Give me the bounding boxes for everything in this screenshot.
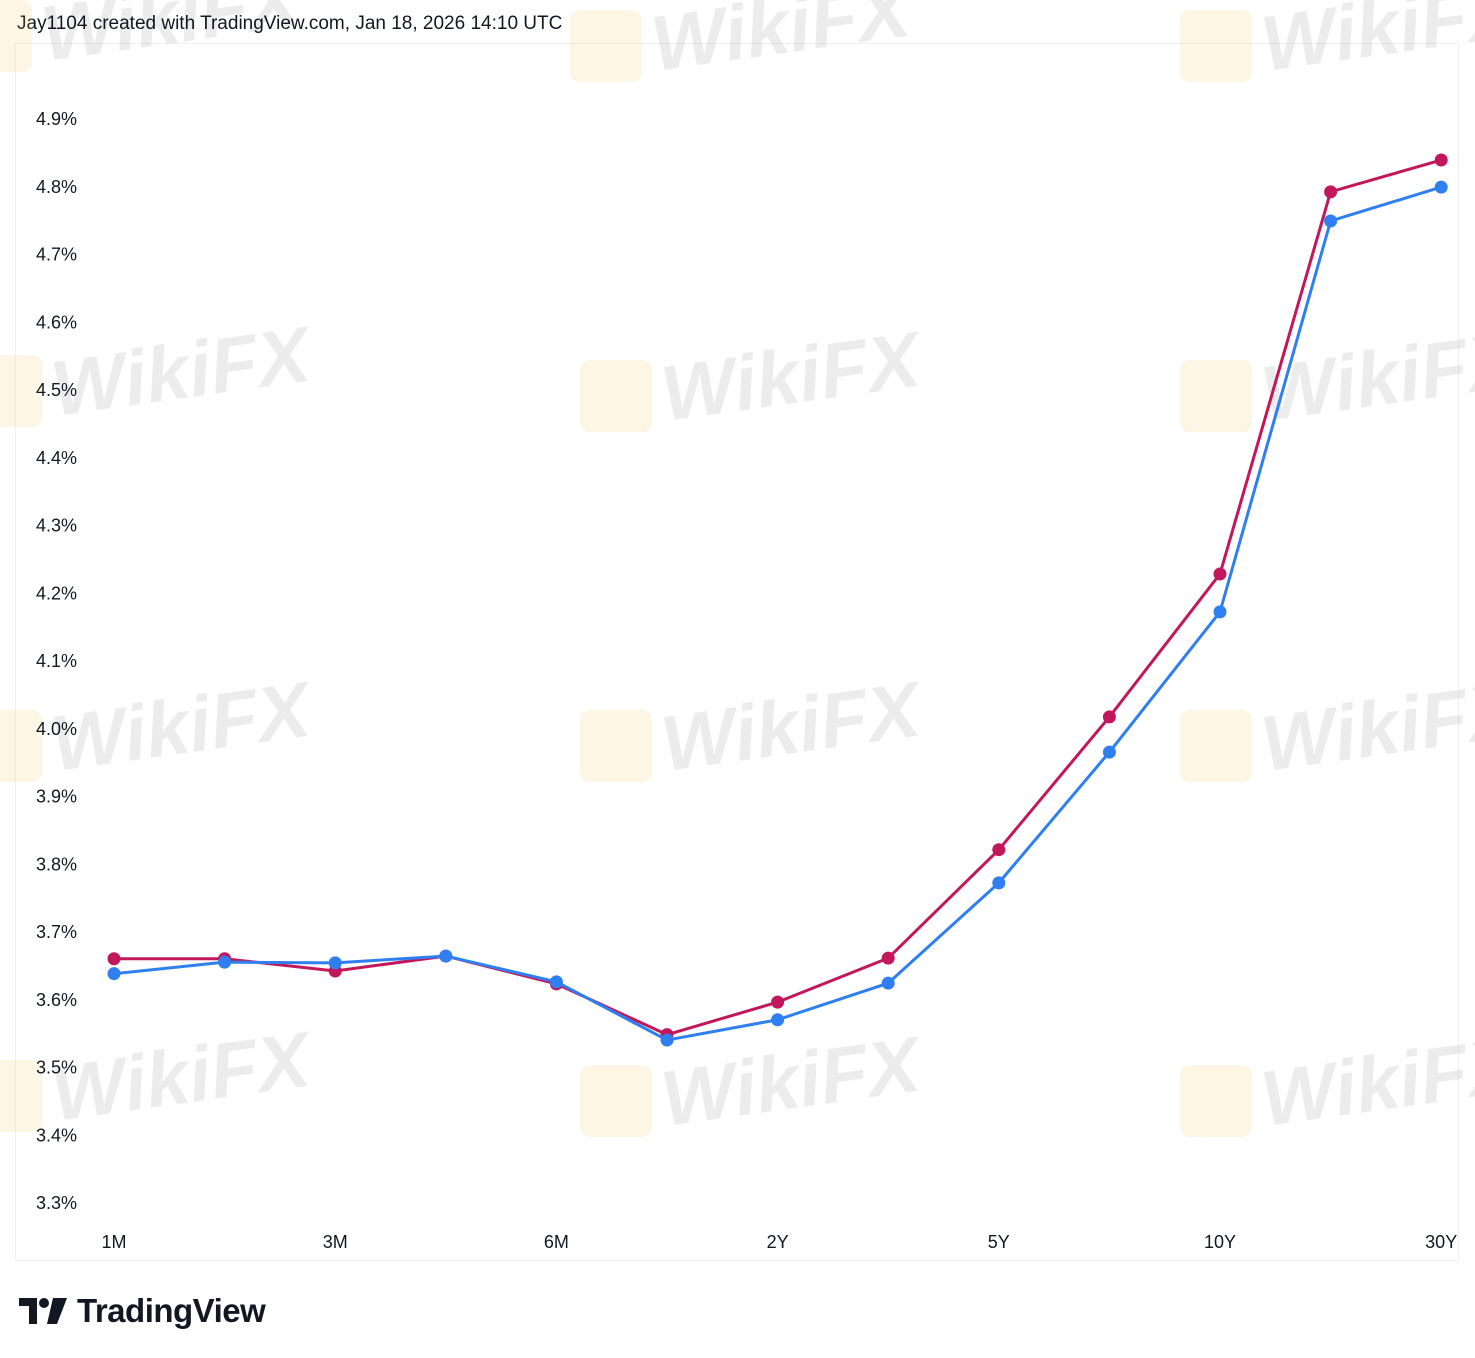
tradingview-logo-icon <box>19 1298 67 1324</box>
watermark-badge <box>1180 10 1252 82</box>
watermark-text: WikiFX <box>1256 664 1475 788</box>
data-point[interactable] <box>1213 605 1227 619</box>
y-tick-label: 4.9% <box>36 109 77 129</box>
x-tick-label: 2Y <box>767 1232 789 1252</box>
y-tick-label: 4.6% <box>36 312 77 332</box>
watermark-text: WikiFX <box>46 309 319 433</box>
data-point[interactable] <box>1324 185 1338 199</box>
data-point[interactable] <box>992 843 1006 857</box>
watermark-badge <box>1180 360 1252 432</box>
data-point[interactable] <box>1434 153 1448 167</box>
data-point[interactable] <box>1434 180 1448 194</box>
y-tick-label: 4.4% <box>36 448 77 468</box>
watermark-text: WikiFX <box>656 664 929 788</box>
data-point[interactable] <box>1102 745 1116 759</box>
watermark-badge <box>580 360 652 432</box>
series-1 <box>107 180 1448 1047</box>
chart-frame <box>15 43 1459 1261</box>
data-point[interactable] <box>992 876 1006 890</box>
y-tick-label: 3.4% <box>36 1125 77 1145</box>
y-tick-label: 3.6% <box>36 990 77 1010</box>
watermark-text: WikiFX <box>656 314 929 438</box>
y-tick-label: 4.1% <box>36 651 77 671</box>
y-tick-label: 4.5% <box>36 380 77 400</box>
watermark-badge <box>1180 710 1252 782</box>
watermark-text: WikiFX <box>46 664 319 788</box>
y-tick-label: 3.5% <box>36 1058 77 1078</box>
y-tick-label: 4.7% <box>36 245 77 265</box>
watermark-text: WikiFX <box>656 1019 929 1143</box>
data-point[interactable] <box>1102 710 1116 724</box>
y-tick-label: 3.7% <box>36 922 77 942</box>
series-line <box>114 158 1442 1037</box>
x-tick-label: 6M <box>544 1232 569 1252</box>
data-point[interactable] <box>328 956 342 970</box>
tradingview-logo[interactable]: TradingView <box>19 1292 266 1330</box>
data-point[interactable] <box>549 975 563 989</box>
y-tick-label: 3.8% <box>36 854 77 874</box>
watermark-text: WikiFX <box>646 0 919 88</box>
data-point[interactable] <box>1324 214 1338 228</box>
data-point[interactable] <box>107 952 121 966</box>
x-tick-label: 10Y <box>1204 1232 1236 1252</box>
x-tick-label: 30Y <box>1425 1232 1457 1252</box>
y-tick-label: 3.9% <box>36 787 77 807</box>
watermark-badge <box>580 1065 652 1137</box>
watermark-text: WikiFX <box>36 0 309 78</box>
watermark-badge <box>580 710 652 782</box>
y-tick-label: 3.3% <box>36 1193 77 1213</box>
chart-credit: Jay1104 created with TradingView.com, Ja… <box>17 13 563 34</box>
watermark-badge <box>0 0 32 72</box>
data-point[interactable] <box>881 951 895 965</box>
watermark-text: WikiFX <box>1256 0 1475 88</box>
watermark-badge <box>0 1060 42 1132</box>
x-tick-label: 1M <box>101 1232 126 1252</box>
tradingview-logo-text: TradingView <box>77 1292 266 1329</box>
data-point[interactable] <box>107 967 121 981</box>
y-axis: 4.9% 4.8% 4.7% 4.6% 4.5% 4.4% 4.3% 4.2% 4.1% 4.0%… <box>36 109 77 1213</box>
series-layer <box>107 153 1448 1047</box>
series-line <box>113 185 1442 1042</box>
data-point[interactable] <box>660 1033 674 1047</box>
x-tick-label: 5Y <box>988 1232 1010 1252</box>
watermark-layer: WikiFX WikiFX WikiFX WikiFX WikiFX WikiFX Wiki… <box>0 0 1475 1143</box>
watermark-badge <box>0 710 42 782</box>
watermark-badge <box>570 10 642 82</box>
y-tick-label: 4.8% <box>36 177 77 197</box>
y-tick-label: 4.0% <box>36 719 77 739</box>
data-point[interactable] <box>771 1013 785 1027</box>
y-tick-label: 4.3% <box>36 516 77 536</box>
x-axis: 1M 3M 6M 2Y 5Y 10Y 30Y <box>101 1232 1457 1252</box>
watermark-text: WikiFX <box>46 1014 319 1138</box>
data-point[interactable] <box>881 976 895 990</box>
data-point[interactable] <box>1213 567 1227 581</box>
data-point[interactable] <box>439 949 453 963</box>
watermark-text: WikiFX <box>1256 1019 1475 1143</box>
series-0 <box>107 153 1448 1042</box>
data-point[interactable] <box>218 955 232 969</box>
y-tick-label: 4.2% <box>36 583 77 603</box>
watermark-badge <box>1180 1065 1252 1137</box>
watermark-badge <box>0 355 42 427</box>
data-point[interactable] <box>771 995 785 1009</box>
x-tick-label: 3M <box>323 1232 348 1252</box>
